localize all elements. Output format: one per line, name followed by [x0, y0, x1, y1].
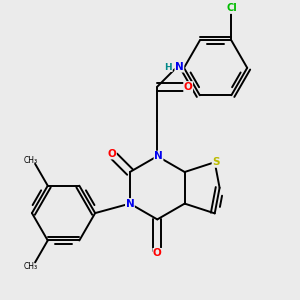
Text: Cl: Cl [226, 3, 237, 14]
Text: CH₃: CH₃ [23, 262, 37, 271]
Text: O: O [184, 82, 193, 92]
Text: H: H [165, 62, 172, 71]
Text: CH₃: CH₃ [23, 156, 37, 165]
Text: N: N [175, 62, 184, 72]
Text: N: N [154, 151, 163, 161]
Text: O: O [153, 248, 162, 259]
Text: S: S [212, 157, 220, 167]
Text: O: O [107, 149, 116, 159]
Text: N: N [125, 199, 134, 208]
